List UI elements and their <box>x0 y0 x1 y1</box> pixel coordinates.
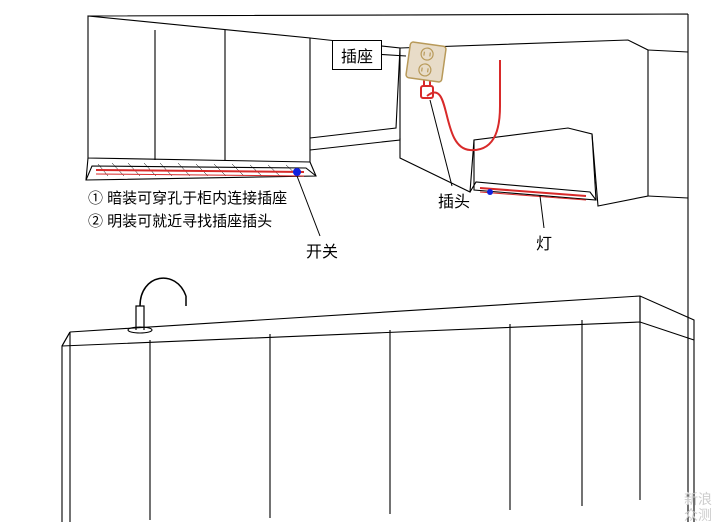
watermark: 新浪 众测 <box>684 492 712 523</box>
leaders <box>297 54 544 236</box>
switch-label: 开关 <box>306 238 338 262</box>
kitchen-sketch <box>62 14 694 522</box>
socket-label: 插座 <box>332 40 382 70</box>
note-1: ① 暗装可穿孔于柜内连接插座 <box>88 188 287 211</box>
light-label: 灯 <box>536 230 552 254</box>
install-notes: ① 暗装可穿孔于柜内连接插座 ② 明装可就近寻找插座插头 <box>88 188 287 233</box>
plug-label: 插头 <box>438 188 470 212</box>
switch-dot <box>293 168 301 176</box>
note-2: ② 明装可就近寻找插座插头 <box>88 211 287 234</box>
light-dot <box>487 189 493 195</box>
outlet-icon <box>406 42 447 83</box>
